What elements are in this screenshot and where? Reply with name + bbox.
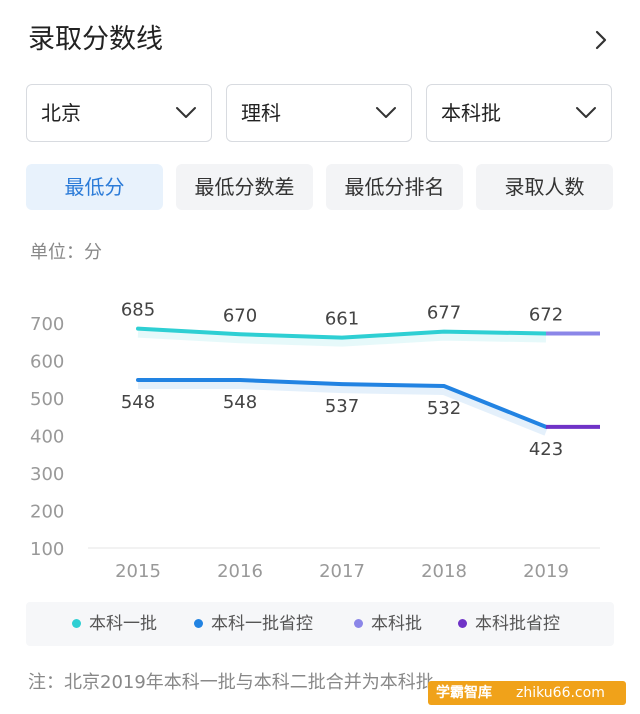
subject-select-value: 理科 <box>241 101 281 125</box>
data-label: 532 <box>427 398 461 419</box>
tab-min-score[interactable]: 最低分 <box>26 164 163 210</box>
batch-select[interactable]: 本科批 <box>426 84 612 142</box>
series-line <box>136 378 548 429</box>
batch-select-value: 本科批 <box>441 101 501 125</box>
page-title: 录取分数线 <box>28 24 163 55</box>
data-label: 672 <box>529 305 563 326</box>
data-label: 537 <box>325 396 359 417</box>
y-tick-label: 700 <box>30 314 64 335</box>
legend-dot-icon <box>354 619 363 628</box>
x-tick-label: 2017 <box>319 561 365 582</box>
legend-label: 本科批省控 <box>475 614 560 634</box>
tab-admission-count[interactable]: 录取人数 <box>476 164 613 210</box>
x-tick-label: 2018 <box>421 561 467 582</box>
series-line-shadow <box>138 381 548 436</box>
y-tick-label: 500 <box>30 389 64 410</box>
metric-tabs: 最低分 最低分数差 最低分排名 录取人数 <box>26 164 614 210</box>
data-label: 548 <box>223 392 257 413</box>
data-label: 685 <box>121 300 155 321</box>
score-line-chart: 700 600 500 400 300 200 100 2015 2016 2017 2018 201… <box>30 300 600 582</box>
legend-item-benkepi-shengkong[interactable]: 本科批省控 <box>458 602 560 646</box>
series-line-shadow <box>137 329 547 347</box>
legend-label: 本科一批 <box>89 614 157 634</box>
legend-dot-icon <box>72 619 81 628</box>
chevron-down-icon <box>376 107 396 118</box>
legend-label: 本科批 <box>371 614 422 634</box>
data-label: 548 <box>121 392 155 413</box>
legend-label: 本科一批省控 <box>211 614 313 634</box>
province-select[interactable]: 北京 <box>26 84 212 142</box>
y-tick-label: 400 <box>30 427 64 448</box>
legend-item-benke-yipi[interactable]: 本科一批 <box>72 602 157 646</box>
y-tick-label: 100 <box>30 539 64 560</box>
watermark: 学霸智库 zhiku66.com <box>428 681 626 705</box>
y-tick-label: 300 <box>30 464 64 485</box>
data-label: 661 <box>325 309 359 330</box>
filter-bar: 北京 理科 本科批 <box>26 84 614 144</box>
data-label: 677 <box>427 303 461 324</box>
x-tick-label: 2015 <box>115 561 161 582</box>
y-tick-label: 200 <box>30 502 64 523</box>
chevron-down-icon <box>176 107 196 118</box>
legend-item-benke-yipi-shengkong[interactable]: 本科一批省控 <box>194 602 313 646</box>
x-tick-label: 2019 <box>523 561 569 582</box>
watermark-brand: 学霸智库 <box>436 685 492 701</box>
y-tick-label: 600 <box>30 352 64 373</box>
unit-label: 单位：分 <box>30 242 102 263</box>
footnote: 注：北京2019年本科一批与本科二批合并为本科批 <box>28 672 434 693</box>
legend-dot-icon <box>458 619 467 628</box>
watermark-url: zhiku66.com <box>516 685 605 701</box>
x-tick-label: 2016 <box>217 561 263 582</box>
data-label: 423 <box>529 439 563 460</box>
header: 录取分数线 <box>28 18 618 62</box>
subject-select[interactable]: 理科 <box>226 84 412 142</box>
province-select-value: 北京 <box>41 101 81 125</box>
chevron-right-icon[interactable] <box>590 26 612 54</box>
legend-dot-icon <box>194 619 203 628</box>
tab-min-score-rank[interactable]: 最低分排名 <box>326 164 463 210</box>
chevron-down-icon <box>576 107 596 118</box>
chart-legend: 本科一批 本科一批省控 本科批 本科批省控 <box>26 602 614 646</box>
tab-min-score-diff[interactable]: 最低分数差 <box>176 164 313 210</box>
legend-item-benkepi[interactable]: 本科批 <box>354 602 422 646</box>
data-label: 670 <box>223 305 257 326</box>
series-line <box>136 326 548 340</box>
